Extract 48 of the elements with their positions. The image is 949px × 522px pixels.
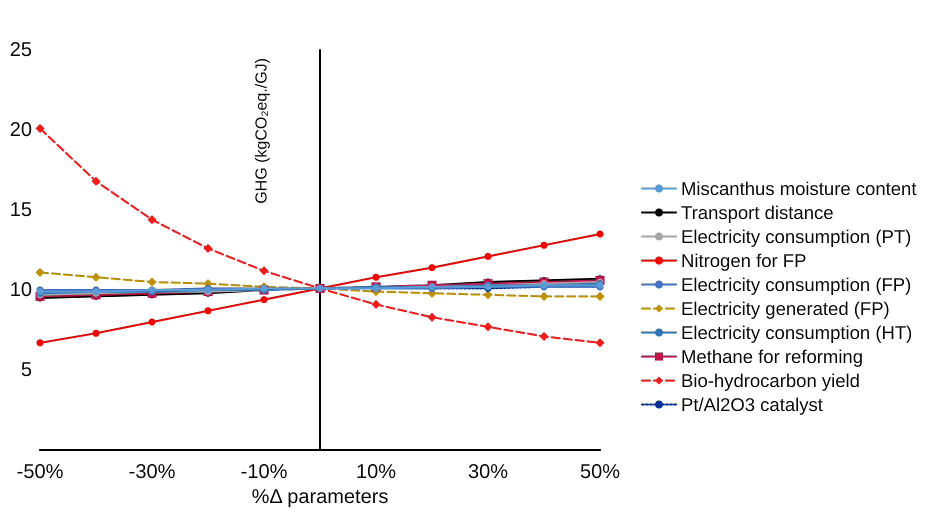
point <box>148 215 156 224</box>
point <box>596 230 604 238</box>
y-tick-label: 5 <box>20 359 32 381</box>
x-axis-title: %Δ parameters <box>252 486 388 508</box>
point <box>484 322 492 332</box>
legend-label: Bio-hydrocarbon yield <box>681 370 860 391</box>
point <box>372 300 380 309</box>
point <box>92 176 100 186</box>
x-tick-label: -50% <box>16 461 64 483</box>
point <box>428 264 436 272</box>
point <box>596 292 604 301</box>
point <box>540 332 548 341</box>
x-tick-label: 50% <box>580 461 620 483</box>
legend-label: Electricity generated (FP) <box>681 298 890 319</box>
legend-label: Electricity consumption (PT) <box>681 226 912 247</box>
x-tick-label: -30% <box>128 461 176 483</box>
point <box>484 252 492 260</box>
x-tick-label: 30% <box>468 461 508 483</box>
legend-label: Pt/Al2O3 catalyst <box>681 394 823 415</box>
point <box>260 296 268 304</box>
point <box>540 242 548 249</box>
legend-label: Miscanthus moisture content <box>681 178 916 199</box>
point <box>204 307 212 314</box>
legend-label: Electricity consumption (FP) <box>681 274 912 295</box>
legend-label: Methane for reforming <box>681 346 864 367</box>
y-axis-title: GHG (kgCO₂eq./GJ) <box>254 58 270 204</box>
point <box>148 278 156 286</box>
point <box>372 274 380 281</box>
point <box>540 292 548 301</box>
point <box>36 268 44 277</box>
x-tick-label: -10% <box>240 461 288 483</box>
y-tick-label: 15 <box>10 199 32 221</box>
x-tick-label: 10% <box>356 461 396 483</box>
legend-label: Transport distance <box>681 202 834 223</box>
legend-label: Nitrogen for FP <box>681 250 806 271</box>
point <box>36 339 44 346</box>
point <box>204 244 212 253</box>
point <box>92 330 100 337</box>
point <box>148 318 156 326</box>
y-tick-label: 25 <box>10 39 32 61</box>
point <box>596 338 604 348</box>
legend-label: Electricity consumption (HT) <box>681 322 912 343</box>
point <box>260 266 268 276</box>
y-tick-label: 10 <box>10 279 32 301</box>
y-tick-label: 20 <box>10 119 32 141</box>
point <box>92 272 100 282</box>
point <box>428 312 436 322</box>
point <box>36 124 44 133</box>
